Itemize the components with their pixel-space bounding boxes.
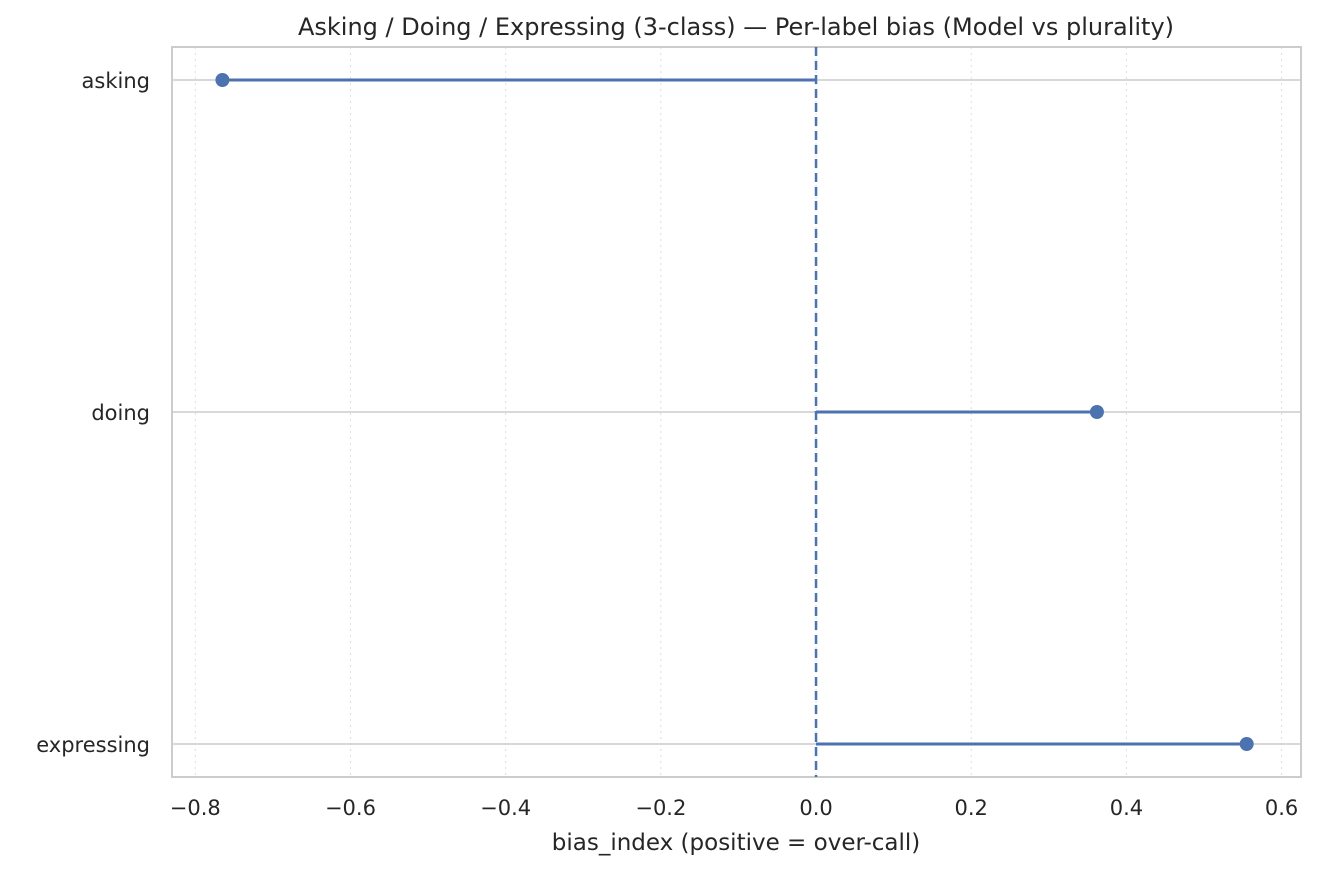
plot-area: −0.8 −0.6 −0.4 −0.2 0.0 0.2 0.4 0.6 asking doing e…	[36, 46, 1302, 820]
x-tick-label: 0.6	[1265, 796, 1298, 820]
x-tick-label: −0.2	[635, 796, 686, 820]
lollipop-point-doing	[1089, 405, 1104, 419]
x-tick-label: 0.0	[799, 796, 832, 820]
x-tick-label: 0.2	[955, 796, 988, 820]
y-tick-label: asking	[82, 69, 150, 93]
y-tick-label: expressing	[36, 733, 150, 757]
chart-title: Asking / Doing / Expressing (3-class) — …	[298, 13, 1174, 41]
x-tick-label: −0.8	[170, 796, 221, 820]
x-tick-label: −0.6	[325, 796, 376, 820]
x-tick-label: 0.4	[1110, 796, 1143, 820]
axes-frame	[171, 46, 1302, 778]
lollipop-point-expressing	[1239, 737, 1254, 751]
y-tick-label: doing	[91, 401, 150, 425]
lollipop-point-asking	[215, 73, 230, 87]
x-axis-label: bias_index (positive = over-call)	[552, 830, 921, 856]
x-tick-label: −0.4	[480, 796, 531, 820]
